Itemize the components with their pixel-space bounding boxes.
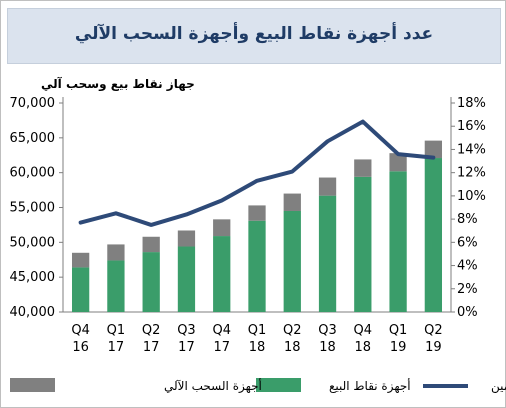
y2-tick-label: 8% (457, 212, 478, 227)
legend-swatch (256, 378, 301, 392)
pos-bar (354, 176, 372, 312)
y-tick-label: 40,000 (10, 305, 56, 320)
atm-bar (142, 236, 160, 253)
x-tick-label: 18 (249, 340, 266, 355)
y2-tick-label: 4% (457, 259, 478, 274)
pos-bar (142, 252, 160, 312)
x-tick-label: Q2 (142, 323, 161, 338)
y2-tick-label: 0% (457, 305, 478, 320)
x-tick-label: Q1 (389, 323, 408, 338)
atm-bar (283, 193, 301, 211)
growth-line (78, 119, 436, 227)
legend-label: أجهزة نقاط البيع (329, 378, 411, 394)
x-tick-label: 18 (319, 340, 336, 355)
y2-tick-label: 6% (457, 235, 478, 250)
pos-bar (283, 210, 301, 312)
pos-bar (177, 246, 196, 312)
pos-bar (71, 267, 90, 312)
legend-label: أجهزة السحب الآلي (164, 378, 262, 394)
pos-bar (318, 195, 337, 312)
pos-bar (213, 236, 231, 312)
legend: معدل النمو السنوي - يمين أجهزة نقاط البيع… (10, 378, 506, 394)
y2-tick-label: 14% (457, 142, 486, 157)
atm-bar (424, 140, 443, 159)
y2-tick-label: 16% (457, 119, 486, 134)
x-tick-label: 17 (178, 340, 195, 355)
pos-bar (424, 158, 443, 312)
chart-title: عدد أجهزة نقاط البيع وأجهزة السحب الآلي (74, 24, 434, 44)
atm-bar (248, 205, 266, 221)
growth-line-group (78, 119, 436, 227)
legend-label: معدل النمو السنوي - يمين (491, 379, 506, 394)
x-tick-label: Q4 (354, 323, 373, 338)
atm-bar (354, 159, 372, 177)
y-tick-label: 70,000 (10, 96, 56, 111)
y-axis-label: جهاز نقاط بيع وسحب آلي (41, 77, 195, 91)
pos-bar (107, 260, 125, 312)
x-tick-label: Q1 (107, 323, 126, 338)
y-tick-label: 45,000 (10, 270, 56, 285)
y-tick-label: 55,000 (10, 201, 56, 216)
x-tick-label: 17 (143, 340, 160, 355)
atm-bar (213, 219, 231, 237)
y-tick-label: 65,000 (10, 131, 56, 146)
x-tick-label: Q4 (71, 323, 90, 338)
x-tick-label: 16 (72, 340, 89, 355)
ticks: 40,000 45,000 50,000 55,000 60,000 65,000 70,0… (10, 96, 486, 355)
y2-tick-label: 2% (457, 282, 478, 297)
legend-swatch (10, 378, 55, 392)
x-tick-label: 17 (108, 340, 125, 355)
x-tick-label: 19 (390, 340, 407, 355)
x-tick-label: 17 (213, 340, 230, 355)
y2-tick-label: 18% (457, 96, 486, 111)
y2-tick-label: 10% (457, 189, 486, 204)
x-tick-label: Q3 (318, 323, 337, 338)
y2-tick-label: 12% (457, 166, 486, 181)
atm-bar (177, 230, 196, 247)
pos-bar (248, 220, 266, 312)
atm-bar (318, 177, 337, 196)
x-tick-label: 18 (284, 340, 301, 355)
pos-bar (389, 171, 407, 312)
title-band: عدد أجهزة نقاط البيع وأجهزة السحب الآلي (7, 8, 501, 64)
x-tick-label: Q1 (248, 323, 267, 338)
x-tick-label: 19 (425, 340, 442, 355)
atm-bar (71, 252, 90, 268)
y-tick-label: 60,000 (10, 166, 56, 181)
x-tick-label: Q3 (177, 323, 196, 338)
x-tick-label: 18 (355, 340, 372, 355)
x-tick-label: Q4 (212, 323, 231, 338)
y-tick-label: 50,000 (10, 235, 56, 250)
bars (71, 140, 443, 312)
x-tick-label: Q2 (424, 323, 443, 338)
x-tick-label: Q2 (283, 323, 302, 338)
atm-bar (389, 153, 407, 172)
atm-bar (107, 244, 125, 261)
